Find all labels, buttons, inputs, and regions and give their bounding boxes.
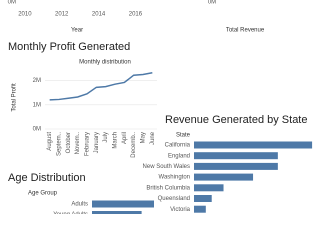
x-tick-label: 2012 bbox=[55, 12, 69, 18]
x-axis-label: Total Revenue bbox=[226, 28, 265, 34]
y-tick-label: 0M bbox=[8, 0, 16, 6]
category-label: Young Adults bbox=[53, 212, 88, 214]
bar bbox=[194, 195, 212, 202]
y-axis-label: Total Profit bbox=[12, 83, 18, 112]
category-label: Queensland bbox=[158, 196, 190, 202]
category-label: Washington bbox=[159, 175, 190, 181]
y-tick-label: 1M bbox=[33, 102, 41, 108]
category-label: Adults bbox=[71, 202, 88, 208]
series-line bbox=[49, 72, 153, 101]
x-tick-label: August bbox=[47, 132, 53, 151]
bar bbox=[92, 211, 142, 214]
category-label: California bbox=[165, 143, 191, 149]
x-tick-label: February bbox=[85, 132, 91, 156]
category-label: New South Wales bbox=[143, 164, 190, 170]
column-header: Age Group bbox=[28, 191, 58, 197]
category-label: England bbox=[168, 153, 190, 159]
y-tick-label: 2M bbox=[33, 78, 41, 84]
bar bbox=[194, 205, 206, 213]
x-tick-label: October bbox=[66, 132, 72, 153]
x-tick-label: 0M bbox=[208, 0, 216, 6]
x-tick-label: March bbox=[113, 132, 119, 149]
chart-subtitle: Monthly distribution bbox=[79, 60, 131, 66]
bar bbox=[194, 152, 278, 160]
category-label: Victoria bbox=[170, 207, 191, 213]
bar bbox=[194, 184, 224, 192]
x-tick-label: 2014 bbox=[92, 12, 106, 18]
chart-title: Revenue Generated by State bbox=[165, 114, 307, 126]
x-tick-label: April bbox=[122, 132, 128, 144]
x-tick-label: June bbox=[150, 131, 156, 145]
x-axis-label: Year bbox=[71, 28, 83, 34]
x-tick-label: Novem.. bbox=[75, 132, 81, 155]
category-label: British Columbia bbox=[146, 185, 190, 191]
chart-title: Monthly Profit Generated bbox=[8, 41, 130, 53]
chart-title: Age Distribution bbox=[8, 172, 86, 184]
x-tick-label: 2016 bbox=[129, 12, 143, 18]
dashboard: 2010 2012 2014 2016 0M Year 0M Total Revenue Mon… bbox=[8, 0, 313, 214]
bar bbox=[194, 173, 254, 181]
bar bbox=[194, 162, 278, 170]
x-tick-label: May bbox=[141, 132, 147, 143]
x-tick-label: Septem.. bbox=[57, 132, 63, 156]
bar bbox=[92, 200, 154, 208]
x-tick-label: January bbox=[94, 132, 100, 153]
column-header: State bbox=[176, 133, 191, 139]
x-tick-label: 2010 bbox=[18, 12, 32, 18]
bar bbox=[194, 141, 313, 149]
x-tick-label: July bbox=[103, 132, 109, 143]
y-tick-label: 0M bbox=[33, 127, 41, 133]
x-tick-label: Decemb.. bbox=[131, 132, 137, 158]
